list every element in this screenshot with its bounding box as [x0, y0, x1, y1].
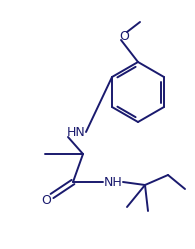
Text: O: O	[119, 29, 129, 43]
Text: HN: HN	[67, 125, 85, 138]
Text: O: O	[41, 194, 51, 207]
Text: NH: NH	[104, 176, 122, 188]
